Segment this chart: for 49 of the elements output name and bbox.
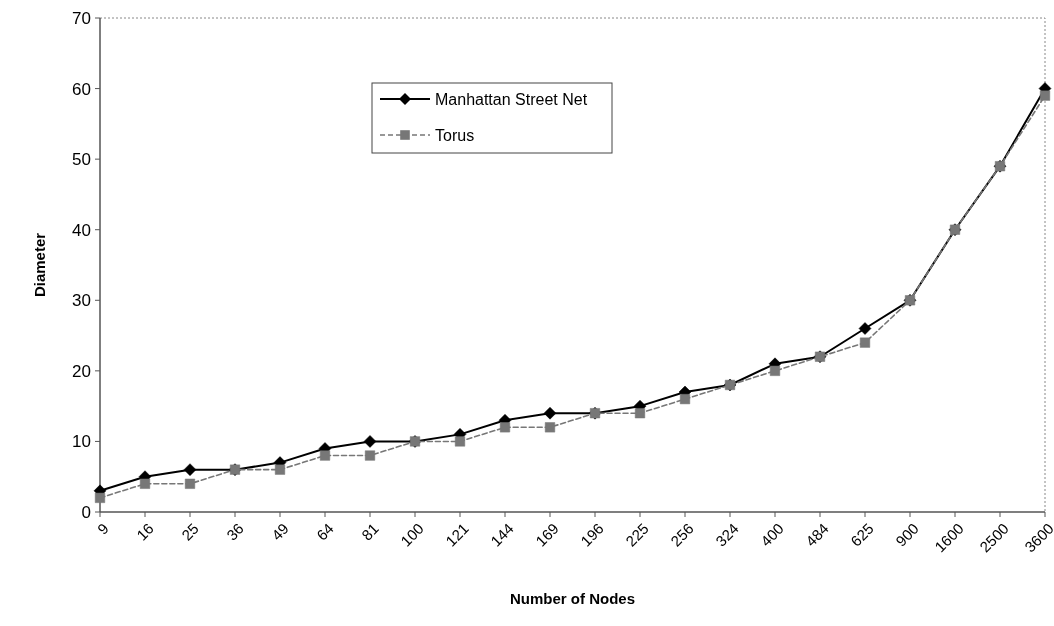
x-tick-label: 81 <box>358 519 382 544</box>
x-tick-label: 324 <box>712 519 742 550</box>
point <box>858 322 872 335</box>
x-tick-label: 25 <box>178 519 202 544</box>
point <box>544 422 556 433</box>
x-tick-label: 64 <box>313 519 337 544</box>
point <box>499 422 511 433</box>
y-tick-label: 20 <box>72 361 91 381</box>
point <box>319 450 331 461</box>
point <box>274 464 286 475</box>
point <box>139 478 151 489</box>
point <box>363 435 377 448</box>
point <box>184 478 196 489</box>
y-tick-label: 0 <box>81 502 91 522</box>
x-tick-label: 225 <box>622 519 652 550</box>
point <box>769 365 781 376</box>
x-tick-label: 400 <box>757 519 787 550</box>
x-tick-label: 16 <box>133 519 157 544</box>
point <box>454 436 466 447</box>
point <box>364 450 376 461</box>
y-tick-label: 30 <box>72 291 91 311</box>
point <box>543 406 557 420</box>
point <box>679 394 691 405</box>
y-tick-label: 60 <box>72 79 91 99</box>
x-tick-label: 256 <box>667 519 697 550</box>
x-tick-label: 36 <box>223 519 247 544</box>
x-tick-label: 484 <box>802 519 832 550</box>
x-tick-label: 49 <box>268 519 292 544</box>
legend-label: Manhattan Street Net <box>435 90 588 108</box>
x-tick-label: 900 <box>892 519 922 550</box>
x-tick-label: 625 <box>847 519 877 550</box>
x-tick-label: 100 <box>397 519 427 550</box>
y-tick-label: 10 <box>72 432 91 452</box>
x-axis-title: Number of Nodes <box>509 590 636 607</box>
x-tick-label: 196 <box>577 519 607 550</box>
x-tick-label: 144 <box>487 519 517 550</box>
point <box>859 337 871 348</box>
point <box>183 463 197 476</box>
point <box>94 492 106 503</box>
point <box>1039 90 1051 101</box>
x-tick-label: 121 <box>442 519 472 550</box>
legend-label: Torus <box>435 126 475 144</box>
point <box>634 408 646 419</box>
x-tick-label: 169 <box>532 519 562 550</box>
y-axis-title: Diameter <box>31 232 48 298</box>
y-tick-label: 50 <box>72 150 91 170</box>
y-tick-label: 40 <box>72 220 91 240</box>
y-tick-label: 70 <box>72 8 91 28</box>
x-tick-label: 9 <box>93 519 112 538</box>
